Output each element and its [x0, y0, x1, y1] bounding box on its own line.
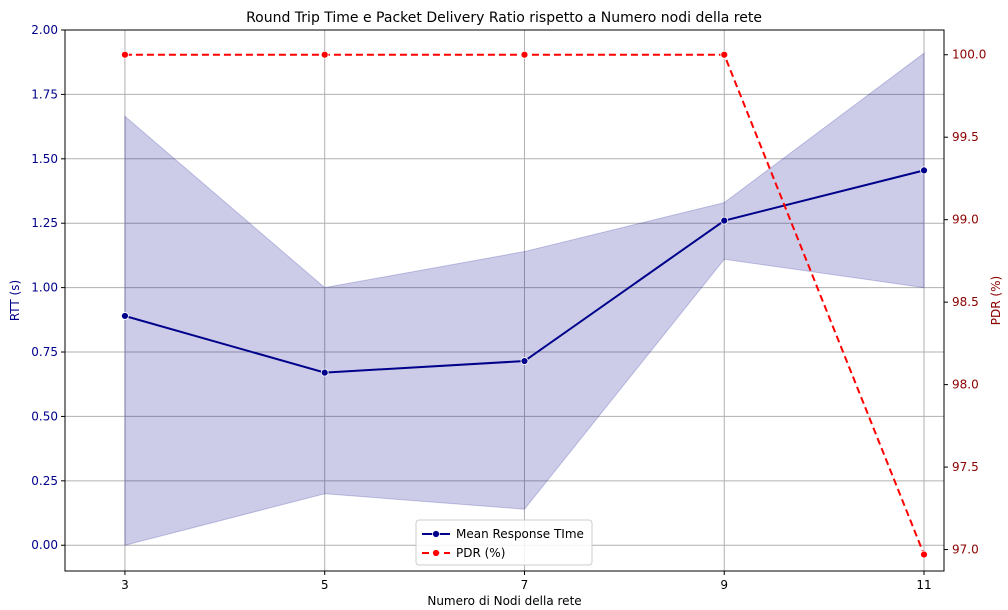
data-point-pdr-7: [520, 50, 529, 59]
x-axis-label: Numero di Nodi della rete: [427, 594, 581, 608]
legend-label-mean-response-time: Mean Response TIme: [456, 527, 584, 541]
left-tick-label: 1.00: [31, 281, 58, 295]
x-tick-label: 5: [321, 578, 329, 592]
y-axis-label-right: PDR (%): [989, 276, 1003, 325]
x-axis: 3 5 7 9 11: [121, 571, 932, 592]
left-tick-label: 1.25: [31, 216, 58, 230]
right-tick-label: 100.0: [952, 48, 986, 62]
right-tick-label: 99.0: [952, 213, 979, 227]
left-tick-label: 1.75: [31, 87, 58, 101]
left-tick-label: 0.00: [31, 538, 58, 552]
right-tick-label: 98.5: [952, 295, 979, 309]
left-tick-label: 1.50: [31, 152, 58, 166]
left-axis: 0.00 0.25 0.50 0.75 1.00 1.25 1.50 1.75 2.00: [31, 23, 65, 552]
left-tick-label: 0.25: [31, 474, 58, 488]
data-point-mean-response-time-11: [920, 166, 928, 175]
y-axis-label-left: RTT (s): [8, 280, 22, 321]
data-point-mean-response-time-3: [121, 312, 129, 320]
series-layer: [121, 50, 928, 559]
legend-label-pdr: PDR (%): [456, 546, 505, 560]
right-tick-label: 97.0: [952, 543, 979, 557]
data-point-pdr-3: [121, 50, 129, 59]
left-tick-label: 2.00: [31, 23, 58, 37]
confidence-band: [124, 52, 925, 546]
x-tick-label: 7: [521, 578, 529, 592]
band-layer: [124, 52, 925, 546]
right-axis: 97.0 97.5 98.0 98.5 99.0 99.5 100.0: [944, 48, 986, 557]
left-tick-label: 0.75: [31, 345, 58, 359]
data-point-pdr-5: [320, 50, 329, 59]
right-tick-label: 99.5: [952, 130, 979, 144]
left-tick-label: 0.50: [31, 409, 58, 423]
right-tick-label: 98.0: [952, 378, 979, 392]
x-tick-label: 3: [121, 578, 129, 592]
data-point-mean-response-time-5: [320, 368, 329, 377]
right-tick-label: 97.5: [952, 460, 979, 474]
chart-title: Round Trip Time e Packet Delivery Ratio …: [246, 10, 762, 26]
data-point-pdr-9: [720, 50, 729, 59]
legend-marker-mean-response-time: [432, 530, 440, 538]
plot-frame: [64, 29, 945, 572]
legend: Mean Response TIme PDR (%): [415, 519, 593, 566]
legend-box: [415, 519, 593, 566]
data-point-mean-response-time-9: [720, 216, 729, 225]
data-point-mean-response-time-7: [520, 357, 529, 365]
data-point-pdr-11: [920, 550, 928, 559]
legend-marker-pdr: [432, 549, 440, 557]
x-tick-label: 9: [720, 578, 728, 592]
x-tick-label: 11: [916, 578, 931, 592]
